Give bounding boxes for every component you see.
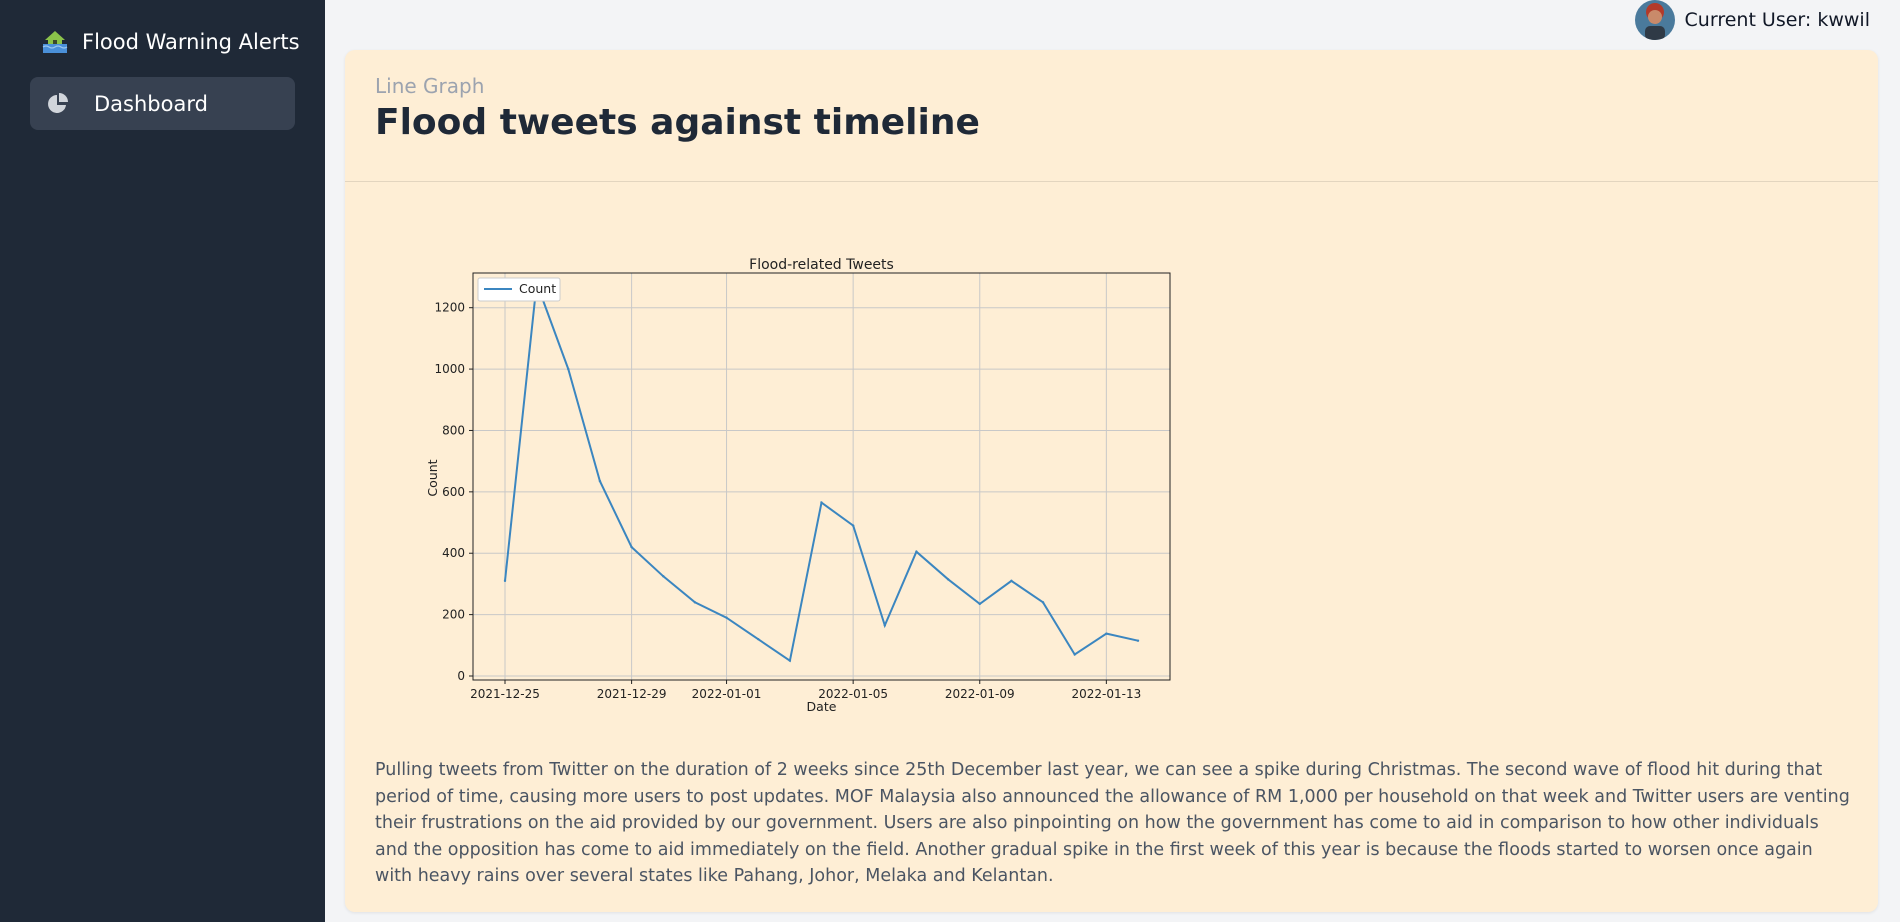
data-point bbox=[662, 575, 665, 578]
data-point bbox=[1105, 632, 1108, 635]
data-point bbox=[883, 624, 886, 627]
data-point bbox=[1136, 639, 1140, 642]
y-tick-label: 600 bbox=[442, 485, 465, 499]
x-tick-label: 2022-01-05 bbox=[818, 687, 888, 701]
data-point bbox=[1041, 601, 1045, 604]
y-tick-label: 1200 bbox=[434, 301, 465, 315]
data-point bbox=[915, 550, 918, 553]
data-point bbox=[851, 524, 855, 527]
chart-card: Line Graph Flood tweets against timeline… bbox=[345, 50, 1878, 912]
data-point bbox=[503, 579, 507, 583]
data-point bbox=[1010, 579, 1013, 583]
chart-description: Pulling tweets from Twitter on the durat… bbox=[375, 760, 1850, 886]
data-point bbox=[693, 601, 697, 604]
pie-chart-icon bbox=[48, 92, 68, 113]
chart-image: Flood-related Tweets Date Count 0 200 400 6… bbox=[415, 240, 1205, 720]
chart-legend: Count bbox=[477, 277, 561, 302]
current-user-label: Current User: kwwil bbox=[1684, 9, 1870, 31]
sidebar-item-label: Dashboard bbox=[94, 91, 208, 116]
y-tick-label: 800 bbox=[442, 423, 465, 437]
data-point bbox=[946, 578, 950, 581]
legend-label: Count bbox=[519, 281, 556, 296]
house-flood-icon bbox=[42, 31, 68, 53]
x-tick-label: 2021-12-29 bbox=[597, 687, 667, 701]
data-point bbox=[598, 479, 602, 483]
page-title: Flood tweets against timeline bbox=[375, 102, 980, 143]
user-menu[interactable]: Current User: kwwil bbox=[1634, 0, 1870, 40]
y-tick-label: 1000 bbox=[434, 362, 465, 376]
y-tick-label: 200 bbox=[442, 608, 465, 622]
x-tick-label: 2021-12-25 bbox=[470, 687, 540, 701]
brand[interactable]: Flood Warning Alerts bbox=[42, 30, 300, 54]
x-tick-label: 2022-01-13 bbox=[1071, 687, 1141, 701]
x-tick-label: 2022-01-09 bbox=[945, 687, 1015, 701]
data-point bbox=[820, 501, 823, 504]
y-tick-label: 400 bbox=[442, 546, 465, 560]
chart-frame bbox=[472, 272, 1171, 681]
card-subtitle: Line Graph bbox=[375, 74, 485, 98]
card-header: Line Graph Flood tweets against timeline bbox=[345, 50, 1878, 182]
data-point bbox=[978, 602, 981, 606]
x-tick-label: 2022-01-01 bbox=[692, 687, 762, 701]
data-point bbox=[757, 637, 760, 641]
series-line-count bbox=[504, 282, 1139, 663]
line-chart: Flood-related Tweets Date Count 0 200 400 6… bbox=[425, 257, 1171, 714]
chart-ylabel: Count bbox=[425, 459, 440, 496]
user-avatar-icon bbox=[1634, 0, 1675, 40]
chart-xlabel: Date bbox=[807, 699, 837, 714]
sidebar: Flood Warning Alerts Dashboard bbox=[0, 0, 325, 922]
avatar[interactable] bbox=[1634, 0, 1675, 40]
data-point bbox=[630, 545, 633, 549]
brand-title: Flood Warning Alerts bbox=[82, 30, 300, 54]
data-point bbox=[1073, 653, 1076, 656]
data-point bbox=[567, 367, 570, 371]
sidebar-item-dashboard[interactable]: Dashboard bbox=[30, 77, 295, 130]
data-point bbox=[788, 659, 792, 662]
y-tick-label: 0 bbox=[457, 669, 465, 683]
chart-title: Flood-related Tweets bbox=[749, 257, 894, 273]
data-point bbox=[725, 616, 728, 619]
